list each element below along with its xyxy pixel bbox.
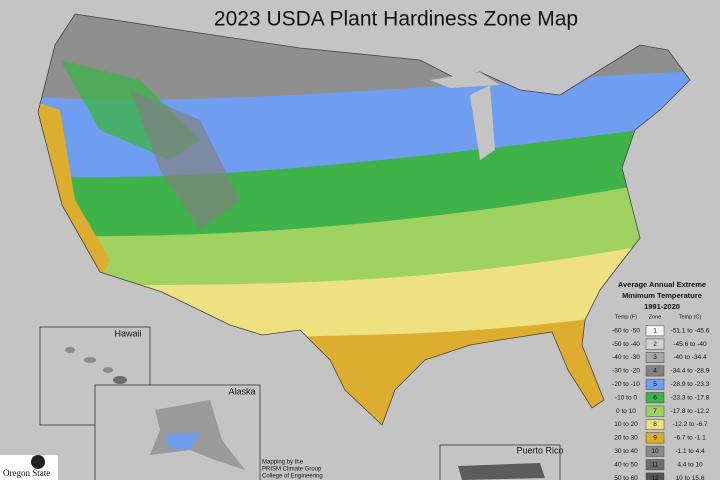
legend-temp-c: -23.3 to -17.8 xyxy=(671,394,710,401)
legend-temp-f: 40 to 50 xyxy=(614,461,638,468)
legend-temp-c: -45.6 to -40 xyxy=(673,341,707,348)
legend-swatch xyxy=(645,445,665,457)
legend: Average Annual Extreme Minimum Temperatu… xyxy=(612,280,710,480)
legend-temp-f: -10 to 0 xyxy=(615,394,637,401)
inset-label: Hawaii xyxy=(114,328,141,338)
puerto-rico-inset xyxy=(439,444,561,480)
legend-row: 50 to 60 12 10 to 15.6 xyxy=(614,472,705,480)
legend-swatch xyxy=(645,392,665,404)
legend-zone: 3 xyxy=(653,354,657,361)
legend-row: -10 to 0 6 -23.3 to -17.8 xyxy=(615,392,710,404)
legend-swatch xyxy=(645,352,665,363)
legend-temp-c: -1.1 to 4.4 xyxy=(675,448,705,455)
legend-temp-c: -12.2 to -6.7 xyxy=(672,421,707,428)
legend-temp-f: 50 to 60 xyxy=(614,475,638,480)
lake-michigan xyxy=(470,85,495,160)
lake-superior xyxy=(430,72,500,88)
legend-row: 40 to 50 11 4.4 to 10 xyxy=(614,459,703,471)
legend-title: 1991-2020 xyxy=(644,302,680,311)
legend-zone: 2 xyxy=(653,341,657,348)
logo xyxy=(0,455,58,480)
legend-swatch xyxy=(645,365,665,377)
legend-title: Minimum Temperature xyxy=(622,291,702,300)
legend-header: Temp (C) xyxy=(679,314,702,320)
legend-temp-c: -40 to -34.4 xyxy=(673,354,707,361)
legend-zone: 1 xyxy=(653,327,657,334)
credit-line: PRISM Climate Group xyxy=(262,467,322,473)
legend-temp-f: -50 to -40 xyxy=(612,341,640,348)
legend-header: Zone xyxy=(649,314,662,320)
legend-temp-f: 20 to 30 xyxy=(614,435,638,442)
legend-temp-f: 30 to 40 xyxy=(614,448,638,455)
legend-temp-f: 0 to 10 xyxy=(616,408,636,415)
legend-temp-c: 4.4 to 10 xyxy=(677,461,703,468)
us-outline xyxy=(37,13,691,426)
logo-text: Oregon State xyxy=(3,468,50,478)
legend-header: Temp (F) xyxy=(615,314,637,320)
legend-row: -60 to -50 1 -51.1 to -45.6 xyxy=(612,325,710,337)
legend-temp-f: -60 to -50 xyxy=(612,327,640,334)
legend-temp-c: -6.7 to -1.1 xyxy=(674,435,706,442)
alaska-inset xyxy=(94,384,261,480)
legend-zone: 11 xyxy=(652,461,659,468)
legend-swatch xyxy=(645,472,665,480)
legend-zone: 6 xyxy=(653,394,657,401)
legend-zone: 5 xyxy=(653,381,657,388)
legend-row: -20 to -10 5 -28.9 to -23.3 xyxy=(612,378,710,390)
legend-swatch xyxy=(645,378,665,390)
legend-swatch xyxy=(645,338,665,350)
legend-temp-c: -34.4 to -28.9 xyxy=(671,368,710,375)
legend-swatch xyxy=(645,419,665,430)
credit-line: College of Engineering xyxy=(262,474,323,480)
legend-zone: 9 xyxy=(653,435,657,442)
legend-swatch xyxy=(645,432,665,444)
legend-temp-f: -40 to -30 xyxy=(612,354,640,361)
inset-label: Alaska xyxy=(228,386,255,396)
legend-swatch xyxy=(645,405,665,417)
legend-temp-c: -28.9 to -23.3 xyxy=(671,381,710,388)
legend-zone: 8 xyxy=(653,421,657,428)
legend-temp-c: -17.8 to -12.2 xyxy=(671,408,710,415)
legend-zone: 7 xyxy=(653,408,657,415)
legend-zone: 4 xyxy=(653,368,657,375)
inset-label: Puerto Rico xyxy=(516,445,563,455)
legend-row: 10 to 20 8 -12.2 to -6.7 xyxy=(614,419,708,430)
legend-row: 20 to 30 9 -6.7 to -1.1 xyxy=(614,432,706,444)
legend-temp-c: 10 to 15.6 xyxy=(676,475,705,480)
legend-temp-c: -51.1 to -45.6 xyxy=(671,327,710,334)
legend-title: Average Annual Extreme xyxy=(618,280,706,289)
legend-swatch xyxy=(645,325,665,337)
legend-temp-f: -20 to -10 xyxy=(612,381,640,388)
legend-zone: 12 xyxy=(651,475,659,480)
legend-temp-f: -30 to -20 xyxy=(612,368,640,375)
legend-swatch xyxy=(645,459,665,471)
legend-row: 0 to 10 7 -17.8 to -12.2 xyxy=(616,405,710,417)
legend-row: -40 to -30 3 -40 to -34.4 xyxy=(612,352,707,363)
credit-line: Mapping by the xyxy=(262,460,304,466)
legend-row: -50 to -40 2 -45.6 to -40 xyxy=(612,338,707,350)
legend-zone: 10 xyxy=(651,448,659,455)
legend-temp-f: 10 to 20 xyxy=(614,421,638,428)
legend-row: 30 to 40 10 -1.1 to 4.4 xyxy=(614,445,705,457)
legend-row: -30 to -20 4 -34.4 to -28.9 xyxy=(612,365,710,377)
map-title: 2023 USDA Plant Hardiness Zone Map xyxy=(214,8,578,31)
